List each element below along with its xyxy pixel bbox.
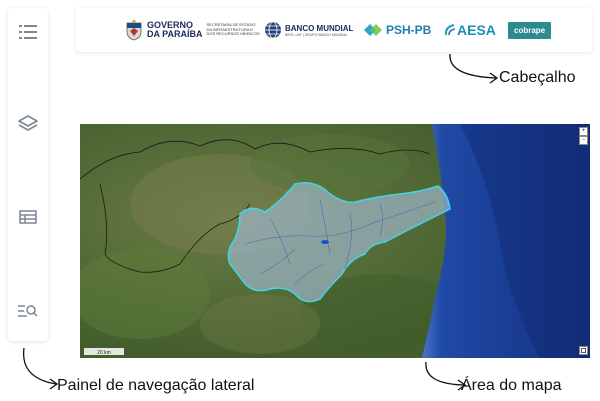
annotation-map: Área do mapa (461, 377, 562, 394)
secretaria-text: SECRETARIA DE ESTADO DA INFRAESTRUTURA E… (206, 22, 260, 37)
sidebar-arrow (22, 347, 59, 390)
search-list-button[interactable] (16, 299, 40, 323)
logo-aesa: AESA (444, 18, 496, 42)
logo-governo-paraiba: GOVERNO DA PARAÍBA SECRETARIA DE ESTADO … (124, 18, 260, 42)
annotation-header: Cabeçalho (499, 69, 576, 86)
sidebar-nav (8, 8, 48, 341)
psh-drop-icon (364, 24, 382, 36)
list-button[interactable] (16, 20, 40, 44)
table-button[interactable] (16, 205, 40, 229)
logo-psh-pb: PSH-PB (362, 18, 431, 42)
banco-mundial-text: BANCO MUNDIAL (285, 23, 354, 33)
satellite-map[interactable]: 20 km (80, 124, 590, 358)
logo-banco-mundial: BANCO MUNDIAL BIRD • AIF | GRUPO BANCO M… (264, 18, 353, 42)
zoom-out-button[interactable]: − (579, 136, 588, 145)
cobrape-text: cobrape (508, 21, 552, 39)
layers-button[interactable] (16, 112, 40, 136)
header: GOVERNO DA PARAÍBA SECRETARIA DE ESTADO … (76, 8, 592, 52)
governo-text-line2: DA PARAÍBA (147, 29, 203, 39)
table-icon (19, 210, 37, 224)
fullscreen-button[interactable] (579, 346, 588, 355)
search-list-icon (18, 305, 38, 317)
map-arrow (425, 361, 467, 391)
psh-text: PSH-PB (386, 23, 432, 37)
scale-bar (84, 348, 124, 355)
list-icon (19, 25, 37, 39)
scale-label: 20 km (97, 350, 111, 356)
aesa-swirl-icon (444, 24, 456, 36)
layers-icon (18, 115, 38, 131)
map-area[interactable]: 20 km + − (80, 124, 590, 358)
banco-mundial-subtext: BIRD • AIF | GRUPO BANCO MUNDIAL (285, 32, 348, 37)
annotation-sidebar: Painel de navegação lateral (57, 377, 255, 394)
zoom-in-button[interactable]: + (579, 127, 588, 136)
fullscreen-icon (581, 348, 586, 353)
aesa-text: AESA (457, 22, 496, 38)
paraiba-coat-of-arms-icon (126, 19, 142, 41)
logo-cobrape: cobrape (508, 18, 552, 42)
governo-text-line1: GOVERNO (147, 20, 194, 30)
globe-icon (265, 21, 281, 39)
header-arrow (449, 53, 499, 84)
